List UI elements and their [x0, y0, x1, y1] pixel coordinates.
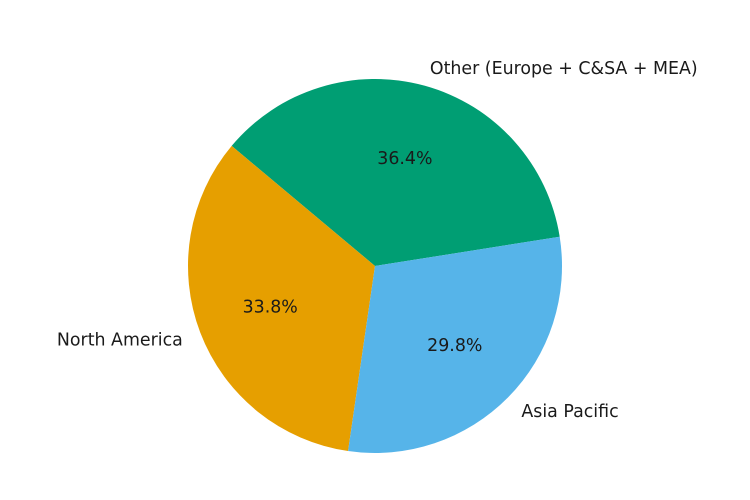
slice-percent-asia-pacific: 29.8% [427, 336, 482, 356]
slice-label-asia-pacific: Asia Pacific [521, 402, 618, 422]
slice-percent-other-europe-c-sa-mea: 36.4% [377, 149, 432, 169]
pie-slice-asia-pacific [348, 236, 563, 453]
slice-label-other-europe-c-sa-mea: Other (Europe + C&SA + MEA) [430, 59, 698, 79]
slice-percent-north-america: 33.8% [243, 297, 298, 317]
slice-label-north-america: North America [57, 331, 183, 351]
pie-slice-other-europe-c-sa-mea [231, 79, 560, 266]
pie-slice-north-america [188, 145, 375, 452]
